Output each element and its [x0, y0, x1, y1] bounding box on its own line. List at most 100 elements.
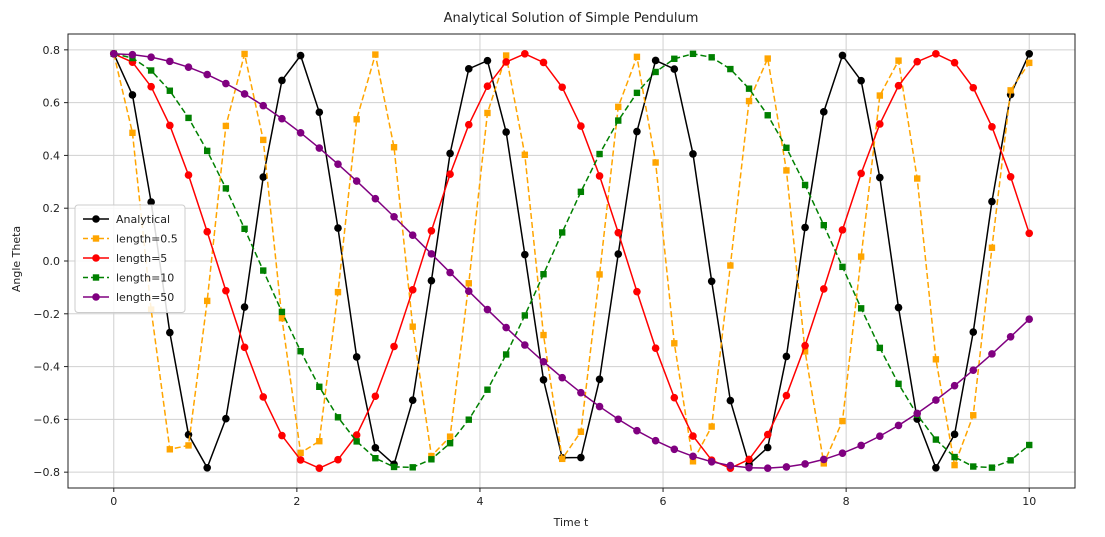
data-point-length-5 — [633, 287, 641, 296]
data-point-analytical — [521, 250, 529, 259]
series-length-10 — [110, 50, 1033, 471]
data-point-length-10 — [708, 54, 715, 61]
data-point-analytical — [726, 396, 735, 405]
data-point-length-0-5 — [708, 423, 715, 430]
data-point-length-50 — [1025, 315, 1034, 323]
data-point-analytical — [969, 328, 978, 336]
data-point-length-50 — [726, 461, 735, 470]
data-point-length-50 — [950, 381, 959, 390]
data-point-length-50 — [913, 409, 922, 418]
data-point-length-50 — [240, 90, 249, 98]
data-point-length-50 — [315, 144, 324, 152]
y-tick-label: −0.6 — [33, 413, 60, 426]
data-point-length-0-5 — [185, 442, 192, 449]
data-point-length-5 — [876, 120, 884, 128]
series-line-length-5 — [113, 52, 1030, 470]
data-point-length-50 — [483, 305, 492, 314]
legend-label-length-50: length=50 — [116, 291, 174, 304]
series-length-5 — [109, 49, 1034, 473]
legend-marker-length-0-5 — [92, 235, 100, 242]
legend-label-analytical: Analytical — [116, 213, 170, 226]
data-point-analytical — [408, 396, 417, 404]
data-point-analytical — [539, 375, 548, 384]
data-point-length-50 — [595, 402, 604, 411]
data-point-length-50 — [633, 426, 641, 435]
data-point-length-10 — [689, 50, 697, 58]
data-point-length-50 — [577, 388, 585, 397]
data-point-length-0-5 — [521, 151, 529, 158]
data-point-length-0-5 — [932, 356, 940, 363]
data-point-length-5 — [334, 455, 342, 464]
data-point-length-50 — [969, 366, 978, 375]
data-point-length-10 — [241, 225, 248, 233]
data-point-length-0-5 — [951, 461, 958, 469]
data-point-length-5 — [782, 391, 791, 400]
x-axis-ticks: 0 2 4 6 8 10 — [110, 488, 1036, 508]
data-point-length-0-5 — [353, 116, 360, 123]
data-point-length-0-5 — [297, 449, 304, 457]
data-point-length-5 — [857, 169, 865, 178]
data-point-length-10 — [147, 67, 155, 74]
data-point-length-0-5 — [914, 175, 921, 182]
data-point-length-0-5 — [484, 109, 491, 117]
data-point-length-5 — [689, 432, 697, 440]
data-point-length-0-5 — [1026, 59, 1033, 67]
data-point-analytical — [707, 277, 716, 286]
data-point-length-5 — [203, 227, 211, 236]
data-point-length-5 — [801, 341, 809, 350]
data-point-length-5 — [502, 58, 510, 66]
data-point-length-50 — [558, 373, 566, 382]
data-point-length-10 — [540, 271, 547, 278]
data-point-length-10 — [465, 416, 472, 423]
data-point-analytical — [1025, 49, 1034, 58]
series-line-length-10 — [113, 53, 1030, 469]
legend-label-length-10: length=10 — [116, 272, 174, 285]
data-point-length-10 — [633, 89, 641, 97]
data-point-length-5 — [371, 392, 380, 401]
legend: Analytical length=0.5 length=5 length=10 len… — [74, 204, 186, 313]
data-point-analytical — [184, 430, 193, 439]
data-point-analytical — [838, 51, 847, 60]
data-point-length-10 — [801, 181, 809, 189]
data-point-length-0-5 — [596, 271, 603, 278]
data-point-analytical — [371, 443, 380, 452]
data-point-length-0-5 — [988, 244, 996, 251]
data-point-length-0-5 — [334, 288, 342, 296]
data-point-length-0-5 — [895, 57, 902, 64]
series-line-length-0-5 — [113, 53, 1030, 468]
data-point-length-10 — [951, 453, 958, 461]
data-point-length-5 — [147, 82, 155, 91]
data-point-length-5 — [521, 49, 529, 58]
legend-box — [74, 204, 186, 313]
data-point-length-10 — [409, 464, 416, 471]
data-point-length-5 — [595, 172, 604, 180]
data-point-length-10 — [428, 456, 435, 463]
x-tick-label: 4 — [476, 495, 483, 508]
data-point-length-0-5 — [689, 458, 697, 465]
data-point-analytical — [857, 76, 865, 85]
data-point-length-5 — [184, 171, 193, 179]
data-point-length-10 — [764, 112, 771, 119]
legend-label-length-0-5: length=0.5 — [116, 233, 178, 246]
data-point-length-5 — [819, 285, 828, 293]
data-point-length-0-5 — [1007, 87, 1014, 94]
data-point-length-50 — [427, 250, 436, 258]
data-point-length-5 — [539, 58, 548, 67]
y-tick-label: −0.8 — [33, 466, 60, 479]
data-point-length-50 — [763, 464, 772, 472]
data-point-length-10 — [260, 267, 267, 274]
data-point-length-5 — [913, 57, 922, 66]
data-point-length-50 — [390, 212, 398, 221]
data-point-length-10 — [166, 87, 174, 94]
data-point-analytical — [689, 150, 697, 158]
data-point-analytical — [932, 464, 940, 472]
series-length-0-5 — [110, 50, 1033, 469]
data-point-length-50 — [539, 357, 548, 366]
data-point-length-0-5 — [446, 433, 454, 440]
data-point-length-0-5 — [652, 159, 659, 166]
data-point-analytical — [651, 56, 660, 65]
data-point-length-50 — [446, 268, 454, 277]
y-tick-label: 0.4 — [43, 149, 61, 162]
data-point-analytical — [670, 65, 679, 73]
data-point-analytical — [128, 91, 137, 99]
